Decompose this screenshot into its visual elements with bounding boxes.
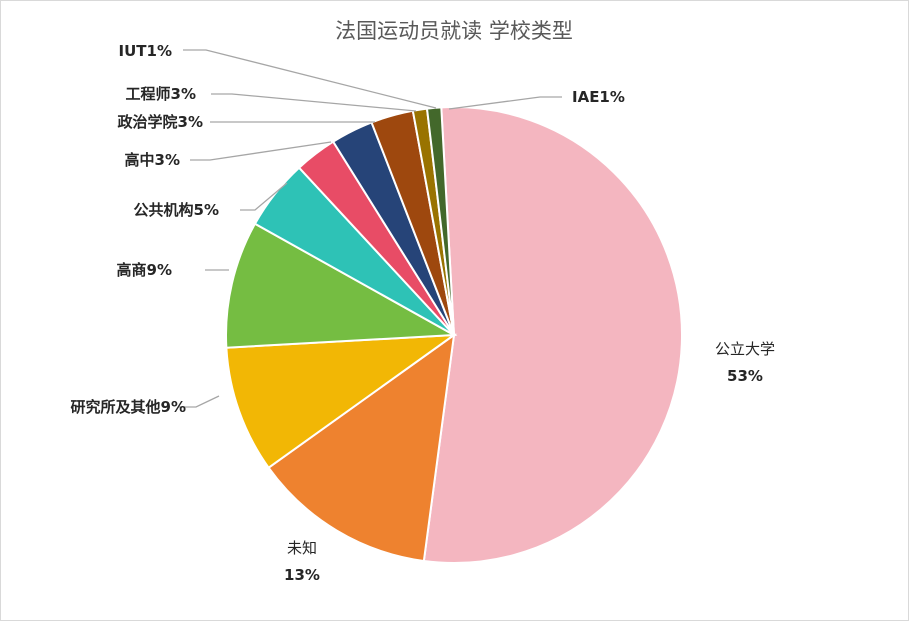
data-label-公共机构: 公共机构5%	[134, 201, 219, 219]
data-label-公立大学-name: 公立大学	[715, 340, 775, 358]
leader-line	[448, 96, 562, 110]
data-label-政治学院: 政治学院3%	[118, 113, 203, 131]
data-label-研究所及其他: 研究所及其他9%	[71, 398, 186, 416]
leader-line	[178, 395, 220, 408]
leader-line	[183, 49, 437, 109]
chart-title: 法国运动员就读 学校类型	[335, 19, 573, 43]
data-label-公立大学-value: 53%	[727, 367, 763, 385]
data-label-IUT: IUT1%	[119, 42, 172, 60]
leader-line	[190, 141, 332, 161]
leader-line	[240, 182, 288, 211]
pie-slice-研究所及其他	[225, 333, 458, 470]
pie-slice-高商	[225, 222, 458, 349]
leader-line	[211, 93, 417, 112]
data-label-未知-value: 13%	[284, 566, 320, 584]
pie-slice-公立大学	[422, 106, 683, 564]
data-label-高中: 高中3%	[125, 151, 180, 169]
data-label-IAE: IAE1%	[572, 88, 625, 106]
data-label-未知-name: 未知	[287, 539, 317, 557]
pie-slice-未知	[267, 332, 456, 563]
pie-slices	[225, 106, 683, 564]
data-label-工程师: 工程师3%	[126, 85, 196, 103]
leader-lines	[178, 49, 562, 408]
data-label-高商: 高商9%	[117, 261, 172, 279]
